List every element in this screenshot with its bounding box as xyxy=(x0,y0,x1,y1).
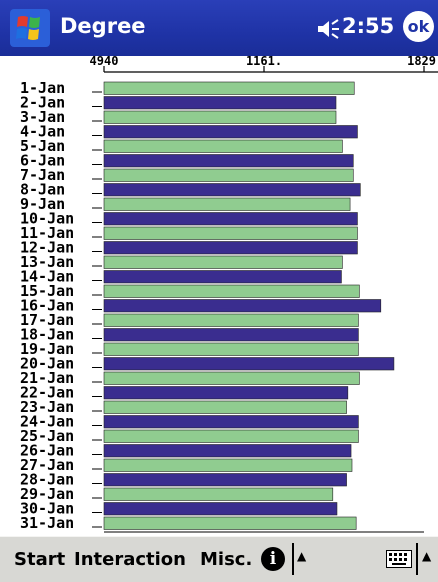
category-label: 27-Jan xyxy=(20,456,74,474)
bar-1-Jan[interactable] xyxy=(103,81,355,95)
category-label: 30-Jan xyxy=(20,500,74,518)
category-label: 9-Jan xyxy=(20,195,65,213)
bar-14-Jan[interactable] xyxy=(103,270,342,284)
bar-21-Jan[interactable] xyxy=(103,371,360,385)
keyboard-icon[interactable] xyxy=(386,550,412,568)
bar-15-Jan[interactable] xyxy=(103,284,360,298)
bar-11-Jan[interactable] xyxy=(103,226,358,240)
bar-4-Jan[interactable] xyxy=(103,125,358,139)
category-label: 14-Jan xyxy=(20,268,74,286)
clock[interactable]: 2:55 xyxy=(342,14,395,38)
interaction-menu[interactable]: Interaction xyxy=(74,549,186,570)
category-label: 23-Jan xyxy=(20,398,74,416)
bar-30-Jan[interactable] xyxy=(103,502,338,516)
axis-tick-label: 1161. xyxy=(246,56,282,68)
bar-24-Jan[interactable] xyxy=(103,415,359,429)
category-label: 10-Jan xyxy=(20,210,74,228)
misc-menu[interactable]: Misc. xyxy=(200,549,253,570)
category-label: 1-Jan xyxy=(20,79,65,97)
taskbar: Start Interaction Misc. i ▲ ▲ xyxy=(0,536,438,582)
category-label: 29-Jan xyxy=(20,485,74,503)
category-label: 12-Jan xyxy=(20,239,74,257)
taskbar-divider xyxy=(292,543,294,575)
bar-26-Jan[interactable] xyxy=(103,444,352,458)
category-label: 31-Jan xyxy=(20,514,74,532)
taskbar-divider xyxy=(416,543,418,575)
bar-7-Jan[interactable] xyxy=(103,168,354,182)
bar-8-Jan[interactable] xyxy=(103,183,361,197)
bar-19-Jan[interactable] xyxy=(103,342,359,356)
windows-flag-icon[interactable] xyxy=(10,9,50,47)
bar-27-Jan[interactable] xyxy=(103,458,353,472)
category-label: 21-Jan xyxy=(20,369,74,387)
category-label: 18-Jan xyxy=(20,326,74,344)
axis-tick-label: 4940 xyxy=(90,56,119,68)
bar-2-Jan[interactable] xyxy=(103,96,337,110)
category-label: 25-Jan xyxy=(20,427,74,445)
category-label: 26-Jan xyxy=(20,442,74,460)
up-arrow-icon[interactable]: ▲ xyxy=(422,549,432,563)
title-bar: Degree 2:55 ok xyxy=(0,0,438,56)
category-label: 20-Jan xyxy=(20,355,74,373)
ok-button[interactable]: ok xyxy=(403,11,434,42)
bar-18-Jan[interactable] xyxy=(103,328,359,342)
start-menu-button[interactable]: Start xyxy=(14,549,66,570)
bar-28-Jan[interactable] xyxy=(103,473,347,487)
category-label: 3-Jan xyxy=(20,108,65,126)
bar-16-Jan[interactable] xyxy=(103,299,382,313)
bar-6-Jan[interactable] xyxy=(103,154,354,168)
app-title: Degree xyxy=(60,14,146,38)
category-label: 5-Jan xyxy=(20,137,65,155)
category-label: 17-Jan xyxy=(20,311,74,329)
bar-5-Jan[interactable] xyxy=(103,139,343,153)
category-label: 22-Jan xyxy=(20,384,74,402)
bar-9-Jan[interactable] xyxy=(103,197,351,211)
category-label: 8-Jan xyxy=(20,181,65,199)
bar-chart: 4940 1161. 1829 1-Jan2-Jan3-Jan4-Jan5-Jan6… xyxy=(0,56,438,536)
bar-22-Jan[interactable] xyxy=(103,386,349,400)
speaker-icon[interactable] xyxy=(316,18,340,40)
category-label: 24-Jan xyxy=(20,413,74,431)
bar-25-Jan[interactable] xyxy=(103,429,359,443)
category-label: 7-Jan xyxy=(20,166,65,184)
bar-3-Jan[interactable] xyxy=(103,110,337,124)
bar-23-Jan[interactable] xyxy=(103,400,347,414)
category-label: 11-Jan xyxy=(20,224,74,242)
bar-13-Jan[interactable] xyxy=(103,255,343,269)
axis-tick-label: 1829 xyxy=(407,56,436,68)
category-label: 6-Jan xyxy=(20,152,65,170)
bar-29-Jan[interactable] xyxy=(103,487,334,501)
up-arrow-icon[interactable]: ▲ xyxy=(297,549,307,563)
category-label: 28-Jan xyxy=(20,471,74,489)
category-label: 2-Jan xyxy=(20,94,65,112)
category-label: 4-Jan xyxy=(20,123,65,141)
category-label: 15-Jan xyxy=(20,282,74,300)
bar-10-Jan[interactable] xyxy=(103,212,358,226)
bar-12-Jan[interactable] xyxy=(103,241,358,255)
bar-20-Jan[interactable] xyxy=(103,357,395,371)
category-label: 13-Jan xyxy=(20,253,74,271)
bar-31-Jan[interactable] xyxy=(103,516,357,530)
info-icon[interactable]: i xyxy=(261,547,285,571)
bar-17-Jan[interactable] xyxy=(103,313,359,327)
category-label: 16-Jan xyxy=(20,297,74,315)
category-label: 19-Jan xyxy=(20,340,74,358)
